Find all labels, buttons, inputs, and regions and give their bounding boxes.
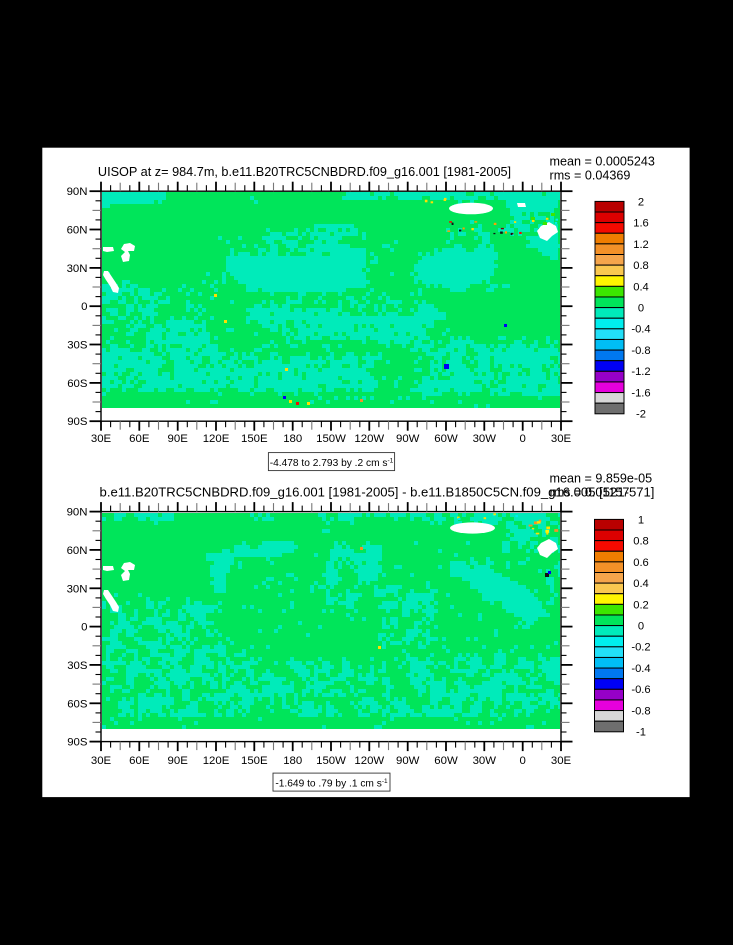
svg-text:30E: 30E <box>91 755 112 767</box>
svg-text:120E: 120E <box>203 433 230 445</box>
svg-text:90W: 90W <box>396 755 420 767</box>
svg-text:0: 0 <box>638 621 644 633</box>
svg-text:90E: 90E <box>168 433 189 445</box>
svg-text:-2: -2 <box>636 409 646 421</box>
svg-text:30S: 30S <box>67 660 88 672</box>
svg-text:30N: 30N <box>67 583 88 595</box>
svg-text:-0.4: -0.4 <box>631 324 650 336</box>
svg-text:-0.4: -0.4 <box>631 663 650 675</box>
svg-text:-1.649 to .79 by .1 cm s-1: -1.649 to .79 by .1 cm s-1 <box>275 778 388 790</box>
svg-text:60W: 60W <box>434 433 458 445</box>
svg-text:30E: 30E <box>551 433 572 445</box>
svg-text:60S: 60S <box>67 698 88 710</box>
svg-text:rms = 0.04369: rms = 0.04369 <box>550 169 631 183</box>
svg-text:60E: 60E <box>129 433 150 445</box>
svg-text:0: 0 <box>520 433 526 445</box>
svg-text:-1.2: -1.2 <box>631 366 650 378</box>
svg-text:0.4: 0.4 <box>633 281 649 293</box>
svg-text:rms = 0.01157: rms = 0.01157 <box>550 486 630 500</box>
svg-text:-0.2: -0.2 <box>631 642 650 654</box>
svg-text:120W: 120W <box>354 433 384 445</box>
svg-text:1.2: 1.2 <box>633 239 649 251</box>
svg-text:30E: 30E <box>551 755 572 767</box>
svg-text:150W: 150W <box>316 755 346 767</box>
svg-text:2: 2 <box>638 196 644 208</box>
svg-text:0: 0 <box>81 622 87 634</box>
svg-text:0.8: 0.8 <box>633 536 649 548</box>
svg-text:0.8: 0.8 <box>633 260 649 272</box>
svg-text:30W: 30W <box>473 433 497 445</box>
svg-text:0: 0 <box>638 303 644 315</box>
svg-text:90S: 90S <box>67 737 88 749</box>
svg-text:30W: 30W <box>473 755 497 767</box>
svg-text:60N: 60N <box>67 225 88 237</box>
svg-text:0.4: 0.4 <box>633 578 649 590</box>
svg-text:0.6: 0.6 <box>633 557 649 569</box>
svg-text:60W: 60W <box>434 755 458 767</box>
svg-text:b.e11.B20TRC5CNBDRD.f09_g16.00: b.e11.B20TRC5CNBDRD.f09_g16.001 [1981-20… <box>100 484 655 499</box>
svg-text:60E: 60E <box>129 755 150 767</box>
svg-text:UISOP at z= 984.7m, b.e11.B20T: UISOP at z= 984.7m, b.e11.B20TRC5CNBDRD.… <box>98 165 511 179</box>
svg-text:180: 180 <box>283 755 302 767</box>
svg-text:120E: 120E <box>203 755 230 767</box>
svg-text:150W: 150W <box>316 433 346 445</box>
svg-text:0: 0 <box>520 755 526 767</box>
svg-text:180: 180 <box>283 433 302 445</box>
svg-text:mean = 9.859e-05: mean = 9.859e-05 <box>550 472 653 486</box>
svg-text:-0.8: -0.8 <box>631 706 650 718</box>
svg-text:60N: 60N <box>67 545 88 557</box>
svg-text:-4.478 to 2.793 by .2 cm s-1: -4.478 to 2.793 by .2 cm s-1 <box>270 457 394 469</box>
svg-text:30S: 30S <box>67 340 88 352</box>
svg-text:60S: 60S <box>67 378 88 390</box>
svg-text:mean = 0.0005243: mean = 0.0005243 <box>550 155 655 169</box>
svg-text:1: 1 <box>638 514 644 526</box>
svg-text:-0.6: -0.6 <box>631 684 650 696</box>
svg-text:150E: 150E <box>241 433 268 445</box>
svg-text:90N: 90N <box>67 186 88 198</box>
svg-text:-0.8: -0.8 <box>631 345 650 357</box>
svg-text:90S: 90S <box>67 416 88 428</box>
svg-text:90W: 90W <box>396 433 420 445</box>
svg-text:90E: 90E <box>168 755 189 767</box>
svg-text:150E: 150E <box>241 755 268 767</box>
svg-text:30N: 30N <box>67 263 88 275</box>
svg-text:-1: -1 <box>636 727 646 739</box>
svg-text:-1.6: -1.6 <box>631 388 650 400</box>
svg-text:0: 0 <box>81 301 87 313</box>
svg-text:1.6: 1.6 <box>633 218 649 230</box>
svg-text:0.2: 0.2 <box>633 599 649 611</box>
svg-text:30E: 30E <box>91 433 112 445</box>
svg-text:120W: 120W <box>354 755 384 767</box>
svg-text:90N: 90N <box>67 507 88 519</box>
